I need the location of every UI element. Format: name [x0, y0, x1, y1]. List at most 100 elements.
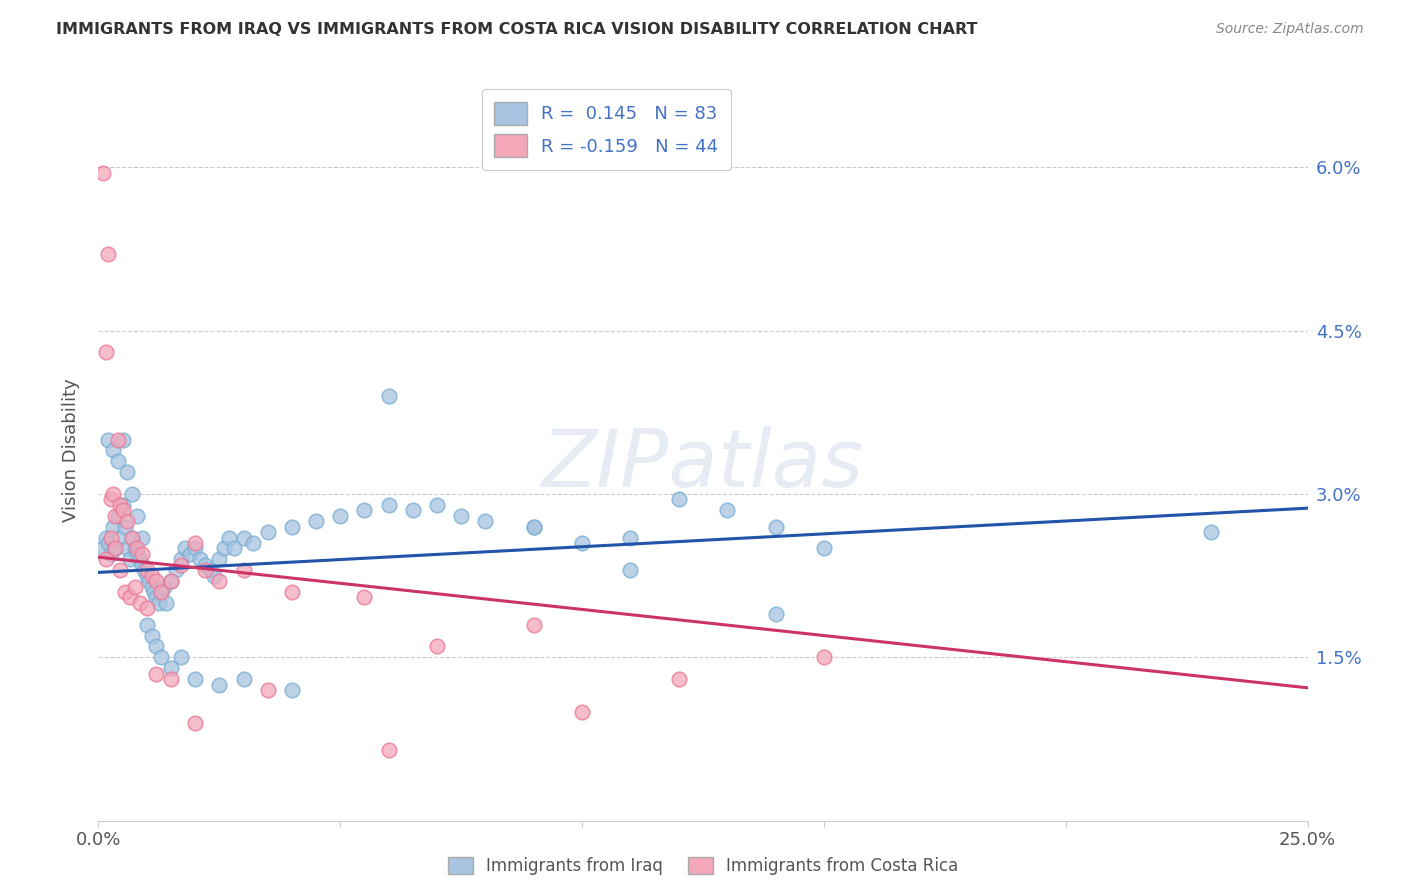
Point — [94, 552, 117, 566]
Point — [124, 541, 146, 556]
Point — [426, 640, 449, 654]
Point — [101, 443, 124, 458]
Point — [104, 508, 127, 523]
Point — [571, 705, 593, 719]
Point — [117, 514, 139, 528]
Point — [716, 503, 738, 517]
Legend: R =  0.145   N = 83, R = -0.159   N = 44: R = 0.145 N = 83, R = -0.159 N = 44 — [482, 89, 731, 170]
Point — [619, 531, 641, 545]
Point — [104, 541, 127, 556]
Point — [135, 563, 157, 577]
Point — [128, 596, 150, 610]
Point — [107, 454, 129, 468]
Point — [138, 574, 160, 588]
Point — [150, 650, 173, 665]
Point — [131, 531, 153, 545]
Point — [194, 563, 217, 577]
Point — [160, 661, 183, 675]
Point — [169, 552, 191, 566]
Point — [160, 574, 183, 588]
Point — [377, 743, 399, 757]
Point — [281, 585, 304, 599]
Point — [402, 503, 425, 517]
Point — [100, 531, 122, 545]
Point — [305, 514, 328, 528]
Point — [127, 547, 149, 561]
Point — [94, 345, 117, 359]
Point — [148, 596, 170, 610]
Point — [281, 519, 304, 533]
Point — [179, 547, 201, 561]
Point — [184, 541, 207, 556]
Point — [474, 514, 496, 528]
Point — [94, 531, 117, 545]
Point — [118, 591, 141, 605]
Point — [101, 519, 124, 533]
Point — [135, 601, 157, 615]
Point — [222, 541, 245, 556]
Point — [353, 503, 375, 517]
Point — [184, 715, 207, 730]
Y-axis label: Vision Disability: Vision Disability — [62, 378, 80, 523]
Point — [124, 580, 146, 594]
Point — [281, 683, 304, 698]
Point — [155, 596, 177, 610]
Point — [127, 541, 149, 556]
Point — [668, 492, 690, 507]
Point — [619, 563, 641, 577]
Point — [100, 492, 122, 507]
Legend: Immigrants from Iraq, Immigrants from Costa Rica: Immigrants from Iraq, Immigrants from Co… — [439, 849, 967, 884]
Point — [135, 617, 157, 632]
Text: ZIPatlas: ZIPatlas — [541, 426, 865, 504]
Point — [184, 672, 207, 686]
Point — [121, 531, 143, 545]
Point — [97, 247, 120, 261]
Point — [232, 563, 254, 577]
Point — [426, 498, 449, 512]
Point — [127, 508, 149, 523]
Point — [143, 585, 166, 599]
Point — [194, 558, 217, 572]
Point — [204, 568, 226, 582]
Point — [169, 650, 191, 665]
Point — [100, 547, 122, 561]
Point — [111, 433, 134, 447]
Point — [108, 531, 131, 545]
Point — [111, 503, 134, 517]
Point — [118, 552, 141, 566]
Point — [101, 487, 124, 501]
Point — [668, 672, 690, 686]
Point — [256, 683, 278, 698]
Point — [198, 563, 221, 577]
Point — [160, 574, 183, 588]
Point — [117, 465, 139, 479]
Point — [165, 563, 187, 577]
Point — [121, 487, 143, 501]
Point — [117, 541, 139, 556]
Text: Source: ZipAtlas.com: Source: ZipAtlas.com — [1216, 22, 1364, 37]
Point — [765, 607, 787, 621]
Point — [104, 541, 127, 556]
Point — [184, 536, 207, 550]
Point — [107, 433, 129, 447]
Text: IMMIGRANTS FROM IRAQ VS IMMIGRANTS FROM COSTA RICA VISION DISABILITY CORRELATION: IMMIGRANTS FROM IRAQ VS IMMIGRANTS FROM … — [56, 22, 977, 37]
Point — [523, 617, 546, 632]
Point — [108, 563, 131, 577]
Point — [813, 650, 835, 665]
Point — [571, 536, 593, 550]
Point — [208, 552, 231, 566]
Point — [813, 541, 835, 556]
Point — [377, 389, 399, 403]
Point — [169, 558, 191, 572]
Point — [108, 498, 131, 512]
Point — [1199, 525, 1222, 540]
Point — [174, 541, 197, 556]
Point — [145, 640, 167, 654]
Point — [128, 552, 150, 566]
Point — [141, 568, 163, 582]
Point — [450, 508, 472, 523]
Point — [111, 498, 134, 512]
Point — [131, 558, 153, 572]
Point — [121, 531, 143, 545]
Point — [765, 519, 787, 533]
